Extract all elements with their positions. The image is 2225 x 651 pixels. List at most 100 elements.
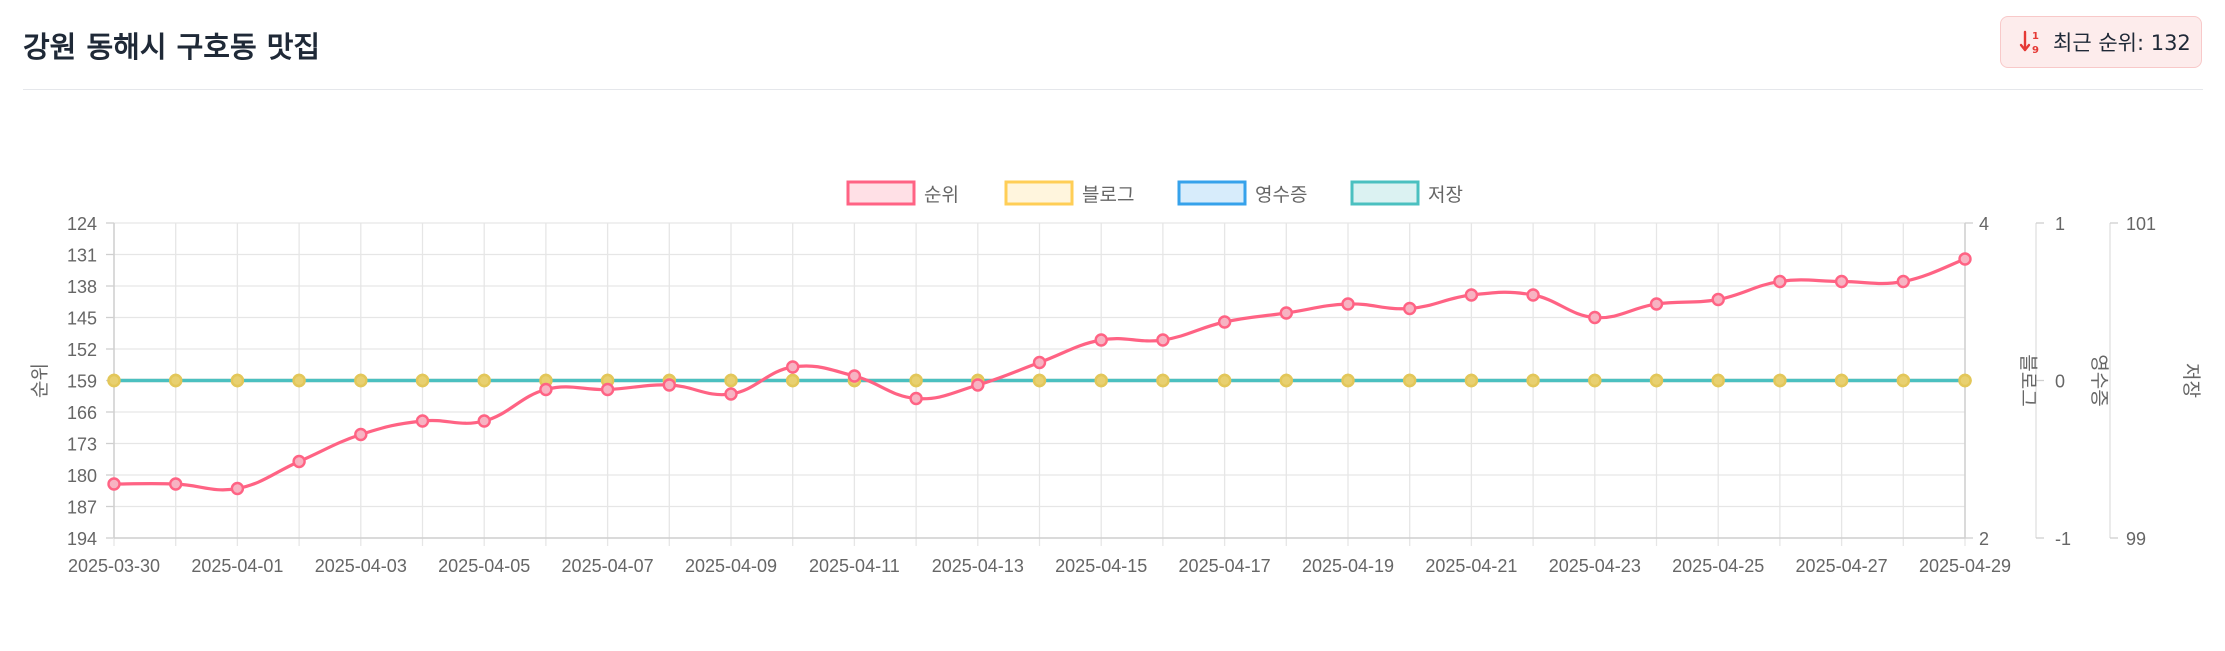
data-point-rank — [909, 391, 923, 406]
x-tick-label: 2025-03-30 — [68, 556, 160, 576]
data-point-rank — [1217, 315, 1232, 329]
data-point-save — [1094, 373, 1108, 388]
data-point-save — [1588, 373, 1602, 388]
rank-tick-label: 131 — [67, 246, 97, 266]
data-point-rank — [600, 382, 615, 397]
x-tick-label: 2025-04-21 — [1425, 556, 1517, 576]
x-tick-label: 2025-04-07 — [562, 556, 654, 576]
data-point-save — [415, 373, 430, 388]
data-point-save — [1217, 373, 1232, 388]
rank-tick-label: 152 — [67, 340, 97, 360]
data-point-rank — [539, 382, 553, 397]
x-tick-label: 2025-04-03 — [315, 556, 407, 576]
blog-tick-label: 2 — [1979, 529, 1989, 549]
x-tick-label: 2025-04-27 — [1796, 556, 1888, 576]
page-header: 강원 동해시 구호동 맛집 1 9 최근 순위: 132 — [0, 0, 2225, 90]
data-point-rank — [724, 387, 738, 401]
data-point-save — [1341, 373, 1355, 388]
x-tick-label: 2025-04-17 — [1179, 556, 1271, 576]
x-tick-label: 2025-04-05 — [438, 556, 530, 576]
data-point-rank — [1094, 333, 1108, 347]
data-point-rank — [1773, 274, 1787, 289]
x-tick-label: 2025-04-19 — [1302, 556, 1394, 576]
rank-tick-label: 194 — [67, 529, 97, 549]
data-point-save — [1773, 373, 1787, 388]
receipt-tick-label: 1 — [2055, 214, 2065, 234]
x-tick-label: 2025-04-29 — [1919, 556, 2011, 576]
x-tick-label: 2025-04-13 — [932, 556, 1024, 576]
legend-swatch — [846, 180, 916, 206]
x-tick-label: 2025-04-09 — [685, 556, 777, 576]
data-point-rank — [1834, 274, 1849, 289]
data-point-save — [909, 373, 923, 388]
page-title: 강원 동해시 구호동 맛집 — [23, 30, 321, 64]
receipt-tick-label: 0 — [2055, 372, 2065, 392]
receipt-tick-label: -1 — [2055, 529, 2071, 549]
data-point-rank — [1588, 310, 1602, 325]
data-point-save — [1279, 373, 1294, 388]
data-point-rank — [1279, 306, 1294, 320]
rank-axis-title: 순위 — [29, 363, 51, 398]
data-point-rank — [1526, 288, 1540, 302]
data-point-rank — [1402, 301, 1417, 316]
legend-label: 순위 — [924, 184, 959, 206]
data-point-save — [477, 373, 491, 388]
legend-label: 영수증 — [1255, 184, 1307, 206]
svg-text:9: 9 — [2032, 45, 2039, 56]
legend-swatch — [1004, 180, 1074, 206]
data-point-rank — [1032, 355, 1047, 370]
data-point-rank — [1649, 297, 1664, 311]
data-point-save — [1834, 373, 1849, 388]
legend-label: 저장 — [1428, 184, 1463, 206]
rank-tick-label: 145 — [67, 309, 97, 329]
legend-swatch — [1350, 180, 1420, 206]
data-point-save — [230, 373, 245, 388]
x-tick-label: 2025-04-11 — [809, 556, 900, 576]
data-point-rank — [1341, 297, 1355, 311]
x-tick-label: 2025-04-23 — [1549, 556, 1641, 576]
recent-rank-badge: 1 9 최근 순위: 132 — [2000, 16, 2202, 68]
sort-arrows-icon: 1 9 — [2019, 30, 2039, 56]
data-point-save — [1156, 373, 1170, 388]
data-point-rank — [354, 427, 368, 442]
data-point-save — [354, 373, 368, 388]
rank-tick-label: 138 — [67, 277, 97, 297]
blog-axis-title: 블로그 — [2017, 354, 2039, 406]
save-axis-title: 저장 — [2180, 363, 2202, 398]
data-point-save — [1958, 373, 1972, 388]
data-point-rank — [1711, 292, 1725, 307]
data-point-rank — [1896, 274, 1911, 289]
data-point-save — [107, 373, 121, 388]
data-point-save — [786, 373, 800, 388]
rank-tick-label: 166 — [67, 403, 97, 423]
header-divider — [23, 89, 2203, 90]
data-point-rank — [1156, 333, 1170, 347]
rank-tick-label: 124 — [67, 214, 97, 234]
data-point-save — [1896, 373, 1911, 388]
rank-tick-label: 187 — [67, 498, 97, 518]
recent-rank-text: 최근 순위: 132 — [2053, 31, 2191, 55]
legend-swatch — [1177, 180, 1247, 206]
data-point-rank — [662, 378, 676, 392]
data-point-save — [1464, 373, 1479, 388]
data-point-rank — [415, 414, 430, 428]
data-point-rank — [168, 477, 183, 491]
data-point-rank — [847, 369, 862, 383]
receipt-axis-title: 영수증 — [2088, 354, 2110, 406]
x-tick-label: 2025-04-01 — [191, 556, 283, 576]
data-point-rank — [230, 481, 245, 496]
data-point-save — [1402, 373, 1417, 388]
data-point-save — [1711, 373, 1725, 388]
data-point-save — [1032, 373, 1047, 388]
svg-text:1: 1 — [2032, 31, 2039, 42]
rank-tick-label: 180 — [67, 466, 97, 486]
data-point-save — [168, 373, 183, 388]
save-tick-label: 101 — [2126, 214, 2156, 234]
data-point-save — [292, 373, 306, 388]
data-point-rank — [292, 454, 306, 469]
data-point-save — [1526, 373, 1540, 388]
data-point-rank — [786, 360, 800, 374]
data-point-rank — [1958, 252, 1972, 266]
data-point-save — [1649, 373, 1664, 388]
data-point-rank — [1464, 288, 1479, 302]
